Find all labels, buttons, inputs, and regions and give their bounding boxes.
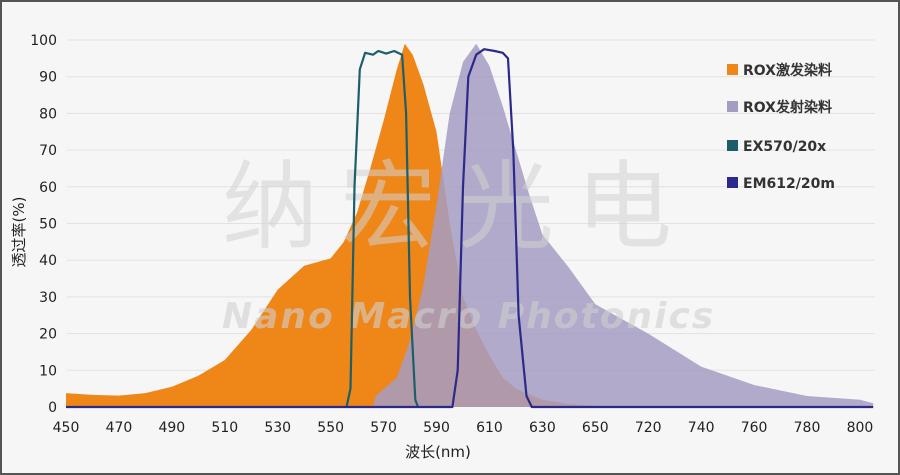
y-tick-label: 90 bbox=[39, 70, 57, 86]
legend-label: EX570/20x bbox=[743, 139, 826, 155]
y-tick-label: 0 bbox=[48, 400, 57, 416]
x-tick-labels: 450 470 490 510 530 550 570 590 610 630 650 720 740 7… bbox=[53, 420, 874, 436]
x-tick-label: 740 bbox=[688, 420, 715, 436]
x-tick-label: 550 bbox=[317, 420, 344, 436]
x-axis-label: 波长(nm) bbox=[405, 443, 471, 461]
y-tick-label: 100 bbox=[30, 33, 57, 49]
series-areas bbox=[66, 43, 874, 407]
x-tick-label: 650 bbox=[582, 420, 609, 436]
y-axis-label: 透过率(%) bbox=[10, 197, 28, 268]
legend-swatch bbox=[727, 140, 738, 151]
watermark-cn: 纳宏光电 bbox=[222, 151, 694, 263]
x-tick-label: 760 bbox=[741, 420, 768, 436]
y-tick-label: 70 bbox=[39, 143, 57, 159]
y-tick-label: 30 bbox=[39, 290, 57, 306]
legend-swatch bbox=[727, 64, 738, 75]
series-lines bbox=[66, 48, 874, 409]
watermark: 纳宏光电 Nano Macro Photonics bbox=[222, 151, 715, 337]
legend-label: EM612/20m bbox=[743, 176, 835, 192]
legend-swatch bbox=[727, 101, 738, 112]
x-tick-label: 450 bbox=[53, 420, 80, 436]
y-tick-label: 60 bbox=[39, 180, 57, 196]
y-tick-label: 10 bbox=[39, 363, 57, 379]
y-tick-label: 40 bbox=[39, 253, 57, 269]
y-tick-labels: 0 10 20 30 40 50 60 70 80 90 100 bbox=[30, 33, 57, 416]
series-line-3 bbox=[66, 48, 874, 409]
x-tick-label: 720 bbox=[635, 420, 662, 436]
y-tick-label: 20 bbox=[39, 327, 57, 343]
series-area-0 bbox=[66, 43, 649, 407]
x-tick-label: 510 bbox=[211, 420, 238, 436]
x-tick-label: 470 bbox=[106, 420, 133, 436]
series-line-2 bbox=[345, 49, 420, 408]
legend-label: ROX激发染料 bbox=[743, 62, 832, 79]
watermark-en: Nano Macro Photonics bbox=[222, 296, 715, 337]
y-tick-label: 80 bbox=[39, 106, 57, 122]
x-tick-label: 530 bbox=[264, 420, 291, 436]
legend: ROX激发染料 ROX发射染料 EX570/20x EM612/20m bbox=[727, 62, 835, 192]
x-tick-label: 630 bbox=[529, 420, 556, 436]
x-tick-label: 570 bbox=[370, 420, 397, 436]
legend-label: ROX发射染料 bbox=[743, 99, 832, 116]
x-tick-label: 800 bbox=[847, 420, 874, 436]
legend-swatch bbox=[727, 177, 738, 188]
series-area-1 bbox=[373, 43, 874, 407]
x-tick-label: 780 bbox=[794, 420, 821, 436]
x-tick-label: 590 bbox=[423, 420, 450, 436]
x-tick-label: 490 bbox=[158, 420, 185, 436]
x-tick-label: 610 bbox=[476, 420, 503, 436]
y-tick-label: 50 bbox=[39, 217, 57, 233]
